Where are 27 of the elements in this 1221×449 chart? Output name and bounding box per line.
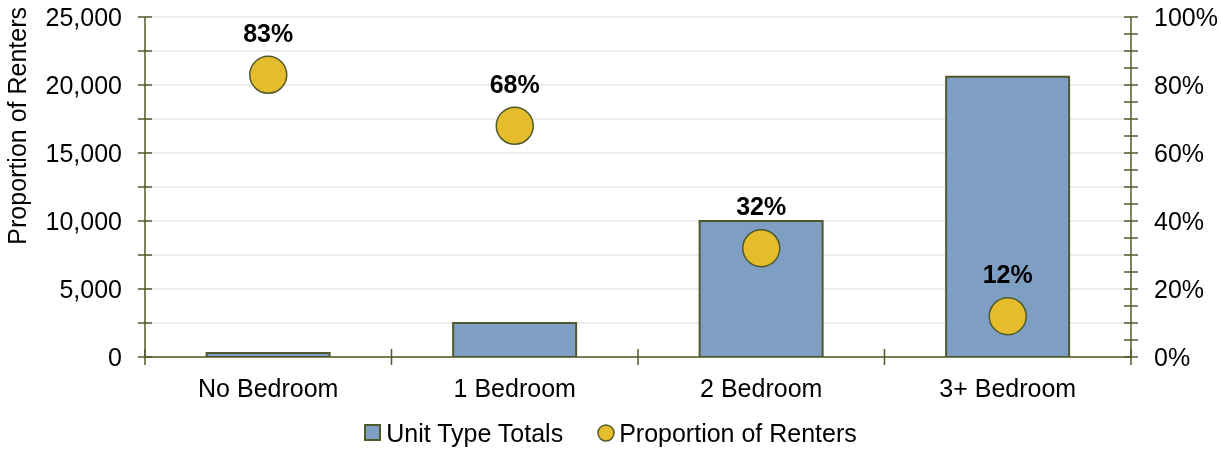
x-tick-label: 3+ Bedroom	[939, 374, 1077, 402]
legend-label: Proportion of Renters	[619, 418, 857, 448]
y2-tick-label: 60%	[1154, 139, 1205, 167]
y2-tick-label: 80%	[1154, 71, 1205, 99]
x-tick-label: 2 Bedroom	[700, 374, 823, 402]
y2-tick-label: 0%	[1154, 343, 1191, 371]
point	[742, 228, 781, 268]
y-tick-label: 0	[108, 343, 122, 371]
legend-label: Unit Type Totals	[386, 418, 564, 448]
data-label: 68%	[489, 69, 540, 98]
x-tick-label: No Bedroom	[198, 374, 339, 402]
data-label: 32%	[736, 192, 787, 221]
point	[988, 296, 1027, 336]
y-tick-label: 15,000	[45, 139, 122, 167]
point	[495, 106, 534, 146]
y-axis-title: Proportion of Renters	[3, 7, 31, 245]
y2-tick-label: 40%	[1154, 207, 1205, 235]
point	[249, 55, 288, 95]
y2-tick-label: 100%	[1154, 3, 1218, 31]
y2-tick-label: 20%	[1154, 275, 1205, 303]
data-label: 83%	[243, 18, 294, 47]
y-tick-label: 5,000	[59, 275, 122, 303]
y-tick-label: 25,000	[45, 3, 122, 31]
y-tick-label: 10,000	[45, 207, 122, 235]
x-tick-label: 1 Bedroom	[453, 374, 576, 402]
data-label: 12%	[982, 260, 1033, 289]
y-tick-label: 20,000	[45, 71, 122, 99]
